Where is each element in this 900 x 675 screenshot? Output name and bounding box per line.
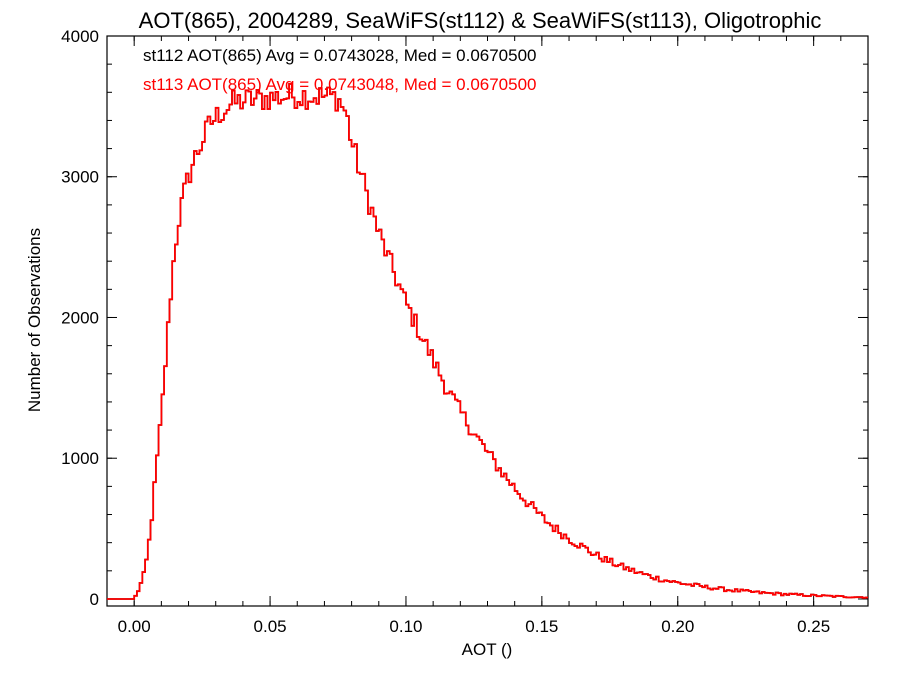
chart-title: AOT(865), 2004289, SeaWiFS(st112) & SeaW… (139, 8, 822, 33)
y-tick-label: 1000 (61, 449, 99, 468)
y-tick-label: 0 (90, 590, 99, 609)
st113-stats-annotation: st113 AOT(865) Avg = 0.0743048, Med = 0.… (143, 75, 537, 94)
axis-ticks: 0.00 0.05 0.10 0.15 0.20 0.25 0 1000 2000 3000 400… (61, 27, 869, 636)
x-tick-label: 0.15 (525, 617, 558, 636)
x-tick-label: 0.25 (797, 617, 830, 636)
y-tick-label: 2000 (61, 308, 99, 327)
series-st112-line (107, 83, 868, 600)
series-layer (107, 83, 868, 600)
x-axis-label: AOT () (462, 640, 513, 659)
y-tick-label: 4000 (61, 27, 99, 46)
x-tick-label: 0.10 (389, 617, 422, 636)
st112-stats-annotation: st112 AOT(865) Avg = 0.0743028, Med = 0.… (143, 46, 537, 65)
x-tick-label: 0.20 (661, 617, 694, 636)
y-axis-label: Number of Observations (25, 228, 44, 412)
y-tick-label: 3000 (61, 168, 99, 187)
series-st113-line (107, 83, 868, 600)
x-tick-label: 0.05 (254, 617, 287, 636)
x-tick-label: 0.00 (118, 617, 151, 636)
